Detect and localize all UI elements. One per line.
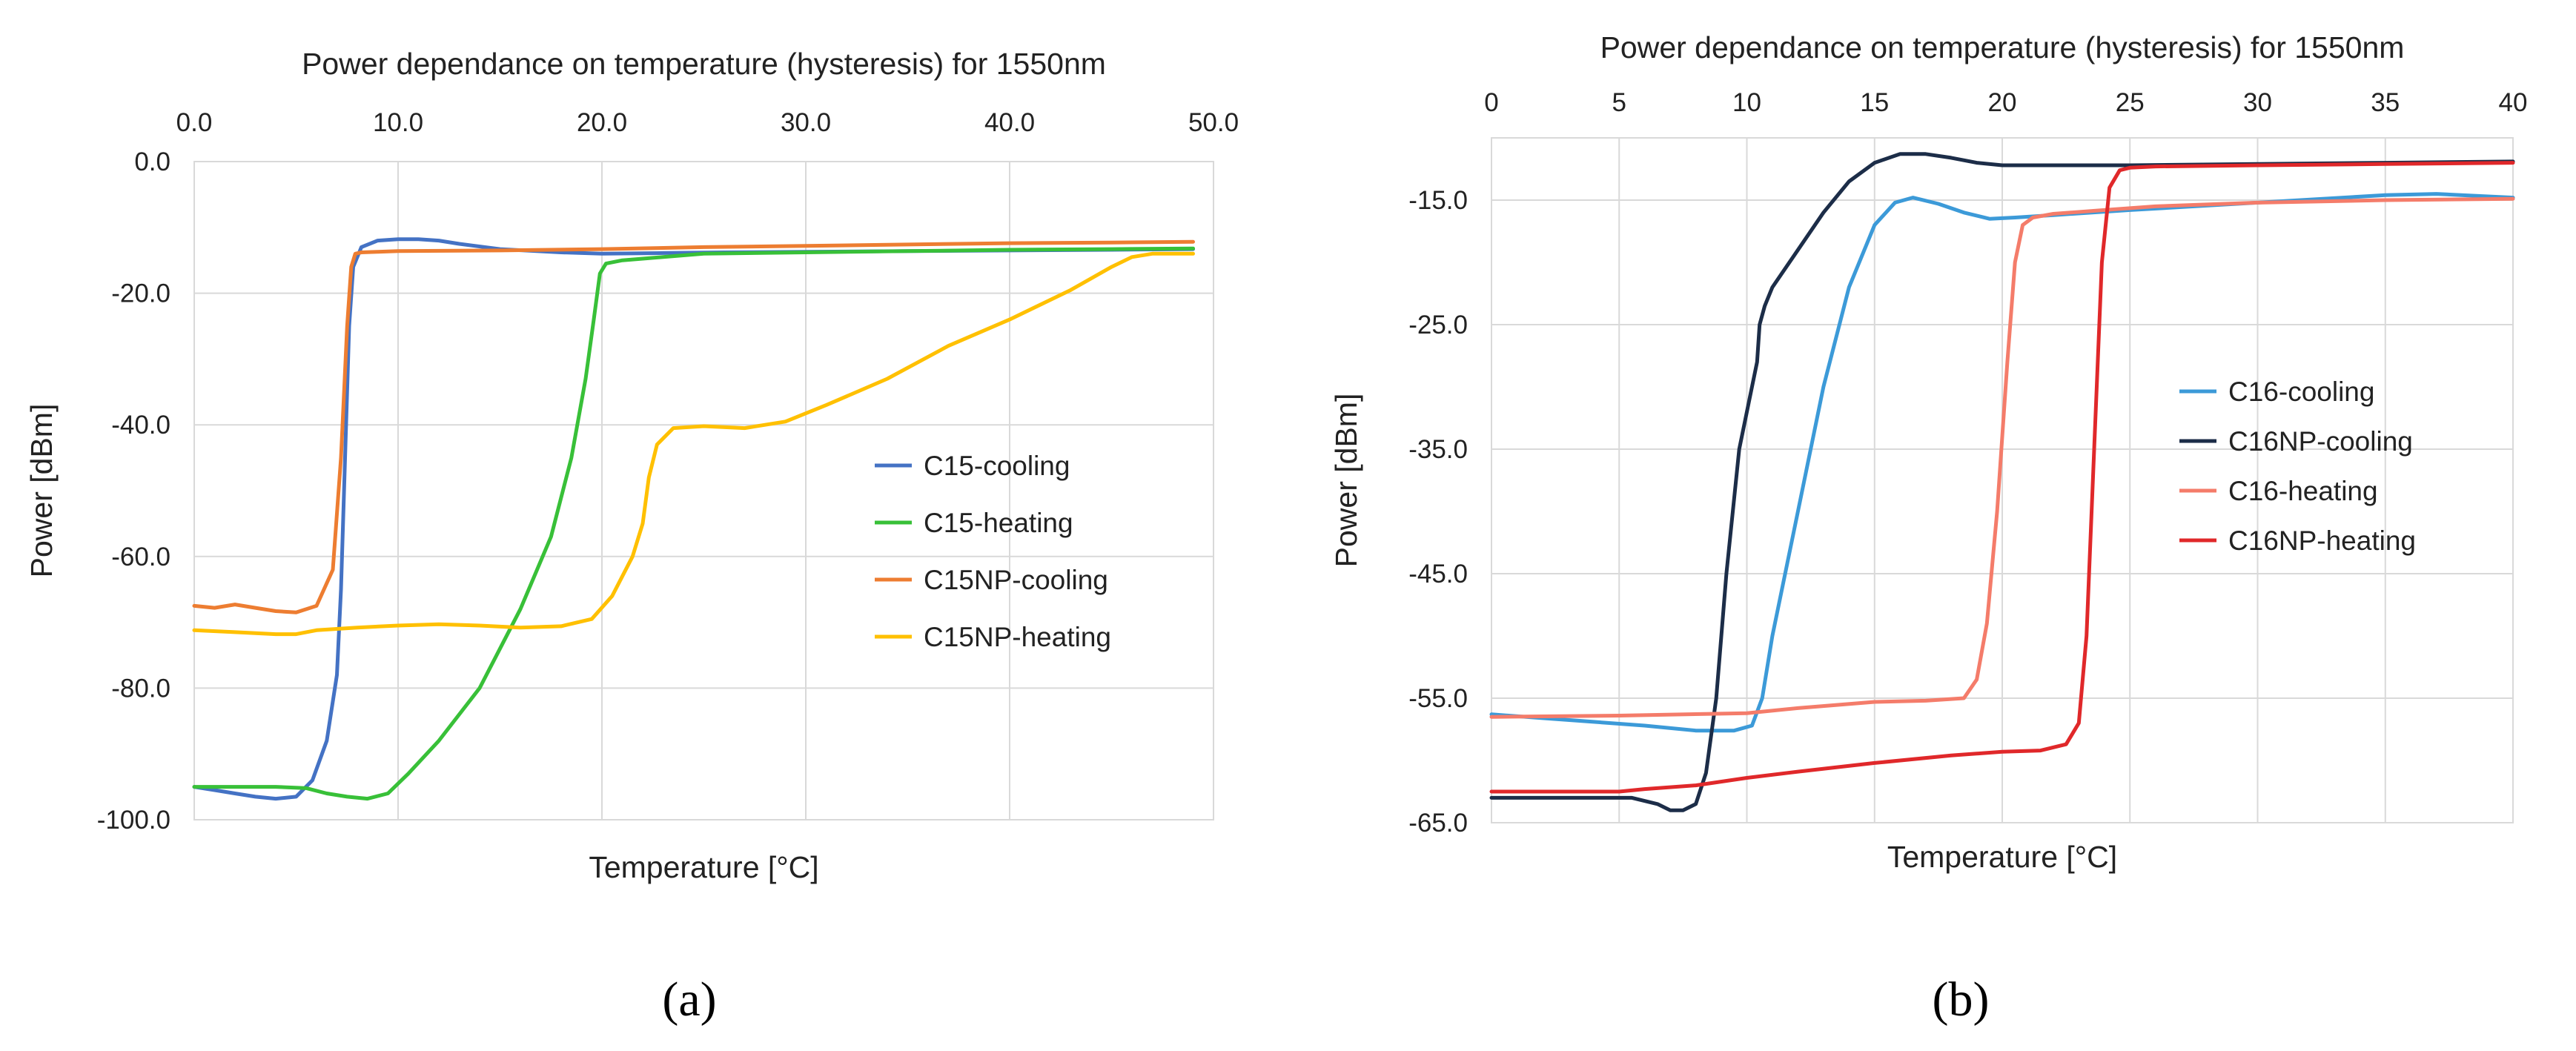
y-tick-label: -65.0 [1408,809,1468,838]
chart-title: Power dependance on temperature (hystere… [1600,30,2405,64]
series-line-c16-heating [1489,196,2515,719]
legend-label: C16NP-cooling [2228,426,2413,457]
x-tick-label: 25 [2116,88,2145,117]
panel-caption: (a) [662,972,716,1027]
series-line-c15np-heating [192,251,1195,637]
legend-label: C15NP-cooling [924,565,1108,595]
chart-title: Power dependance on temperature (hystere… [302,47,1106,81]
chart-b: Power dependance on temperature (hystere… [1329,30,2527,1027]
series-line-c16np-cooling [1489,152,2515,812]
y-tick-label: -25.0 [1408,311,1468,339]
series-line-c15np-cooling [192,239,1195,614]
y-tick-label: 0.0 [134,147,170,176]
x-axis-label: Temperature [°C] [589,850,818,884]
legend-label: C15-cooling [924,451,1070,481]
y-tick-label: -35.0 [1408,435,1468,464]
x-tick-label: 10 [1732,88,1761,117]
y-axis-label: Power [dBm] [1329,394,1363,568]
x-tick-label: 30 [2243,88,2272,117]
y-tick-label: -55.0 [1408,684,1468,713]
y-tick-label: -60.0 [111,543,170,571]
legend-label: C16-cooling [2228,377,2374,407]
y-tick-label: -80.0 [111,674,170,703]
legend-label: C15-heating [924,508,1073,538]
x-tick-label: 0 [1484,88,1498,117]
series-line-c15-heating [192,246,1195,801]
x-tick-label: 10.0 [373,108,423,137]
y-tick-label: -20.0 [111,279,170,308]
legend-label: C16NP-heating [2228,526,2416,556]
x-axis-label: Temperature [°C] [1887,840,2117,874]
x-tick-label: 35 [2371,88,2400,117]
x-tick-label: 30.0 [781,108,831,137]
x-tick-label: 40.0 [984,108,1035,137]
x-tick-label: 40 [2499,88,2528,117]
x-tick-label: 20 [1988,88,2017,117]
y-tick-label: -100.0 [97,806,170,835]
panel-caption: (b) [1933,972,1990,1027]
y-tick-label: -45.0 [1408,560,1468,589]
x-tick-label: 0.0 [176,108,213,137]
x-tick-label: 15 [1860,88,1889,117]
legend-label: C16-heating [2228,476,2378,506]
y-tick-label: -40.0 [111,411,170,440]
x-tick-label: 5 [1612,88,1626,117]
plot-area [1491,137,2514,823]
x-tick-label: 20.0 [577,108,627,137]
series-line-c16np-heating [1489,161,2515,794]
chart-a: Power dependance on temperature (hystere… [24,47,1239,1027]
y-axis-label: Power [dBm] [24,404,59,578]
x-tick-label: 50.0 [1188,108,1239,137]
y-tick-label: -15.0 [1408,186,1468,215]
legend-label: C15NP-heating [924,622,1111,652]
plot-area [193,161,1214,820]
